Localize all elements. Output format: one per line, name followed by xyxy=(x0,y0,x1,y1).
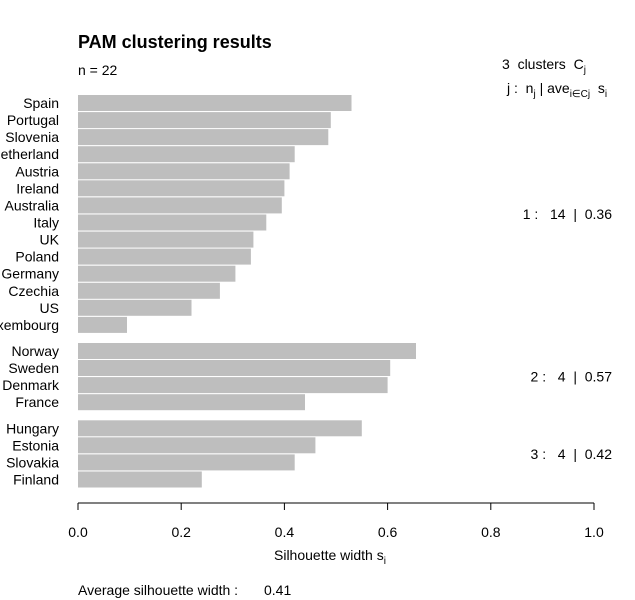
bar-label: UK xyxy=(40,232,60,248)
bar-label: Luxembourg xyxy=(0,317,59,333)
silhouette-bar xyxy=(78,248,251,265)
x-tick-label: 0.6 xyxy=(378,524,398,540)
bar-label: Finland xyxy=(13,472,59,488)
bar-label: Portugal xyxy=(7,112,59,128)
cluster-stats-group: 1 : 14 | 0.36 2 : 4 | 0.57 3 : 4 | 0.42 xyxy=(523,206,612,462)
silhouette-bar xyxy=(78,377,388,394)
bar-label: Ireland xyxy=(16,180,59,196)
x-axis-label: Silhouette width si xyxy=(274,547,386,567)
x-tick-label: 0.0 xyxy=(68,524,88,540)
bars-group xyxy=(78,95,416,488)
bar-label: Slovenia xyxy=(5,129,59,145)
silhouette-bar xyxy=(78,180,285,197)
bar-label: Italy xyxy=(33,215,59,231)
silhouette-bar xyxy=(78,163,290,180)
chart-subtitle: n = 22 xyxy=(78,62,118,78)
bar-label: Hungary xyxy=(6,420,59,436)
bar-label: France xyxy=(15,394,59,410)
silhouette-bar xyxy=(78,214,267,231)
cluster-stat: 1 : 14 | 0.36 xyxy=(523,206,612,222)
bar-label: Germany xyxy=(1,266,59,282)
bar-label: Australia xyxy=(5,197,60,213)
bar-label: Poland xyxy=(15,249,59,265)
bar-label: Denmark xyxy=(2,377,60,393)
silhouette-bar xyxy=(78,265,236,282)
x-ticks-group: 0.0 0.2 0.4 0.6 0.8 1.0 xyxy=(68,503,604,540)
bar-label: Estonia xyxy=(12,437,59,453)
silhouette-bar xyxy=(78,343,416,359)
x-tick-label: 0.4 xyxy=(275,524,295,540)
silhouette-bar xyxy=(78,360,391,376)
silhouette-bar xyxy=(78,197,282,214)
average-silhouette-value: 0.41 xyxy=(264,582,291,598)
legend-header-line1: 3 clusters Cj xyxy=(502,56,586,76)
average-silhouette-label: Average silhouette width : xyxy=(78,582,238,598)
silhouette-bar xyxy=(78,437,316,454)
bar-label: US xyxy=(40,300,59,316)
bar-label: Slovakia xyxy=(6,454,59,470)
silhouette-bar xyxy=(78,146,295,163)
cluster-stat: 2 : 4 | 0.57 xyxy=(531,369,613,385)
bar-label: Austria xyxy=(15,163,59,179)
cluster-stat: 3 : 4 | 0.42 xyxy=(531,446,613,462)
silhouette-bar xyxy=(78,316,127,333)
silhouette-bar xyxy=(78,95,352,111)
legend-header-line2: j : nj | avei∈Cj si xyxy=(506,80,607,100)
bar-label: Spain xyxy=(23,95,59,111)
x-tick-label: 0.2 xyxy=(171,524,191,540)
silhouette-bar xyxy=(78,420,362,437)
silhouette-bar xyxy=(78,454,295,471)
bar-label: Sweden xyxy=(8,360,59,376)
bar-label: Norway xyxy=(12,343,59,359)
silhouette-bar xyxy=(78,231,254,248)
silhouette-bar xyxy=(78,299,192,316)
silhouette-bar xyxy=(78,129,329,146)
silhouette-bar xyxy=(78,394,305,411)
labels-group: SpainPortugalSloveniaNetherlandAustriaIr… xyxy=(0,95,60,488)
silhouette-bar xyxy=(78,112,331,129)
x-tick-label: 0.8 xyxy=(481,524,501,540)
bar-label: Czechia xyxy=(8,283,59,299)
silhouette-bar xyxy=(78,471,202,488)
chart-title: PAM clustering results xyxy=(78,32,272,52)
bar-label: Netherland xyxy=(0,146,59,162)
silhouette-bar xyxy=(78,282,220,299)
x-tick-label: 1.0 xyxy=(584,524,604,540)
